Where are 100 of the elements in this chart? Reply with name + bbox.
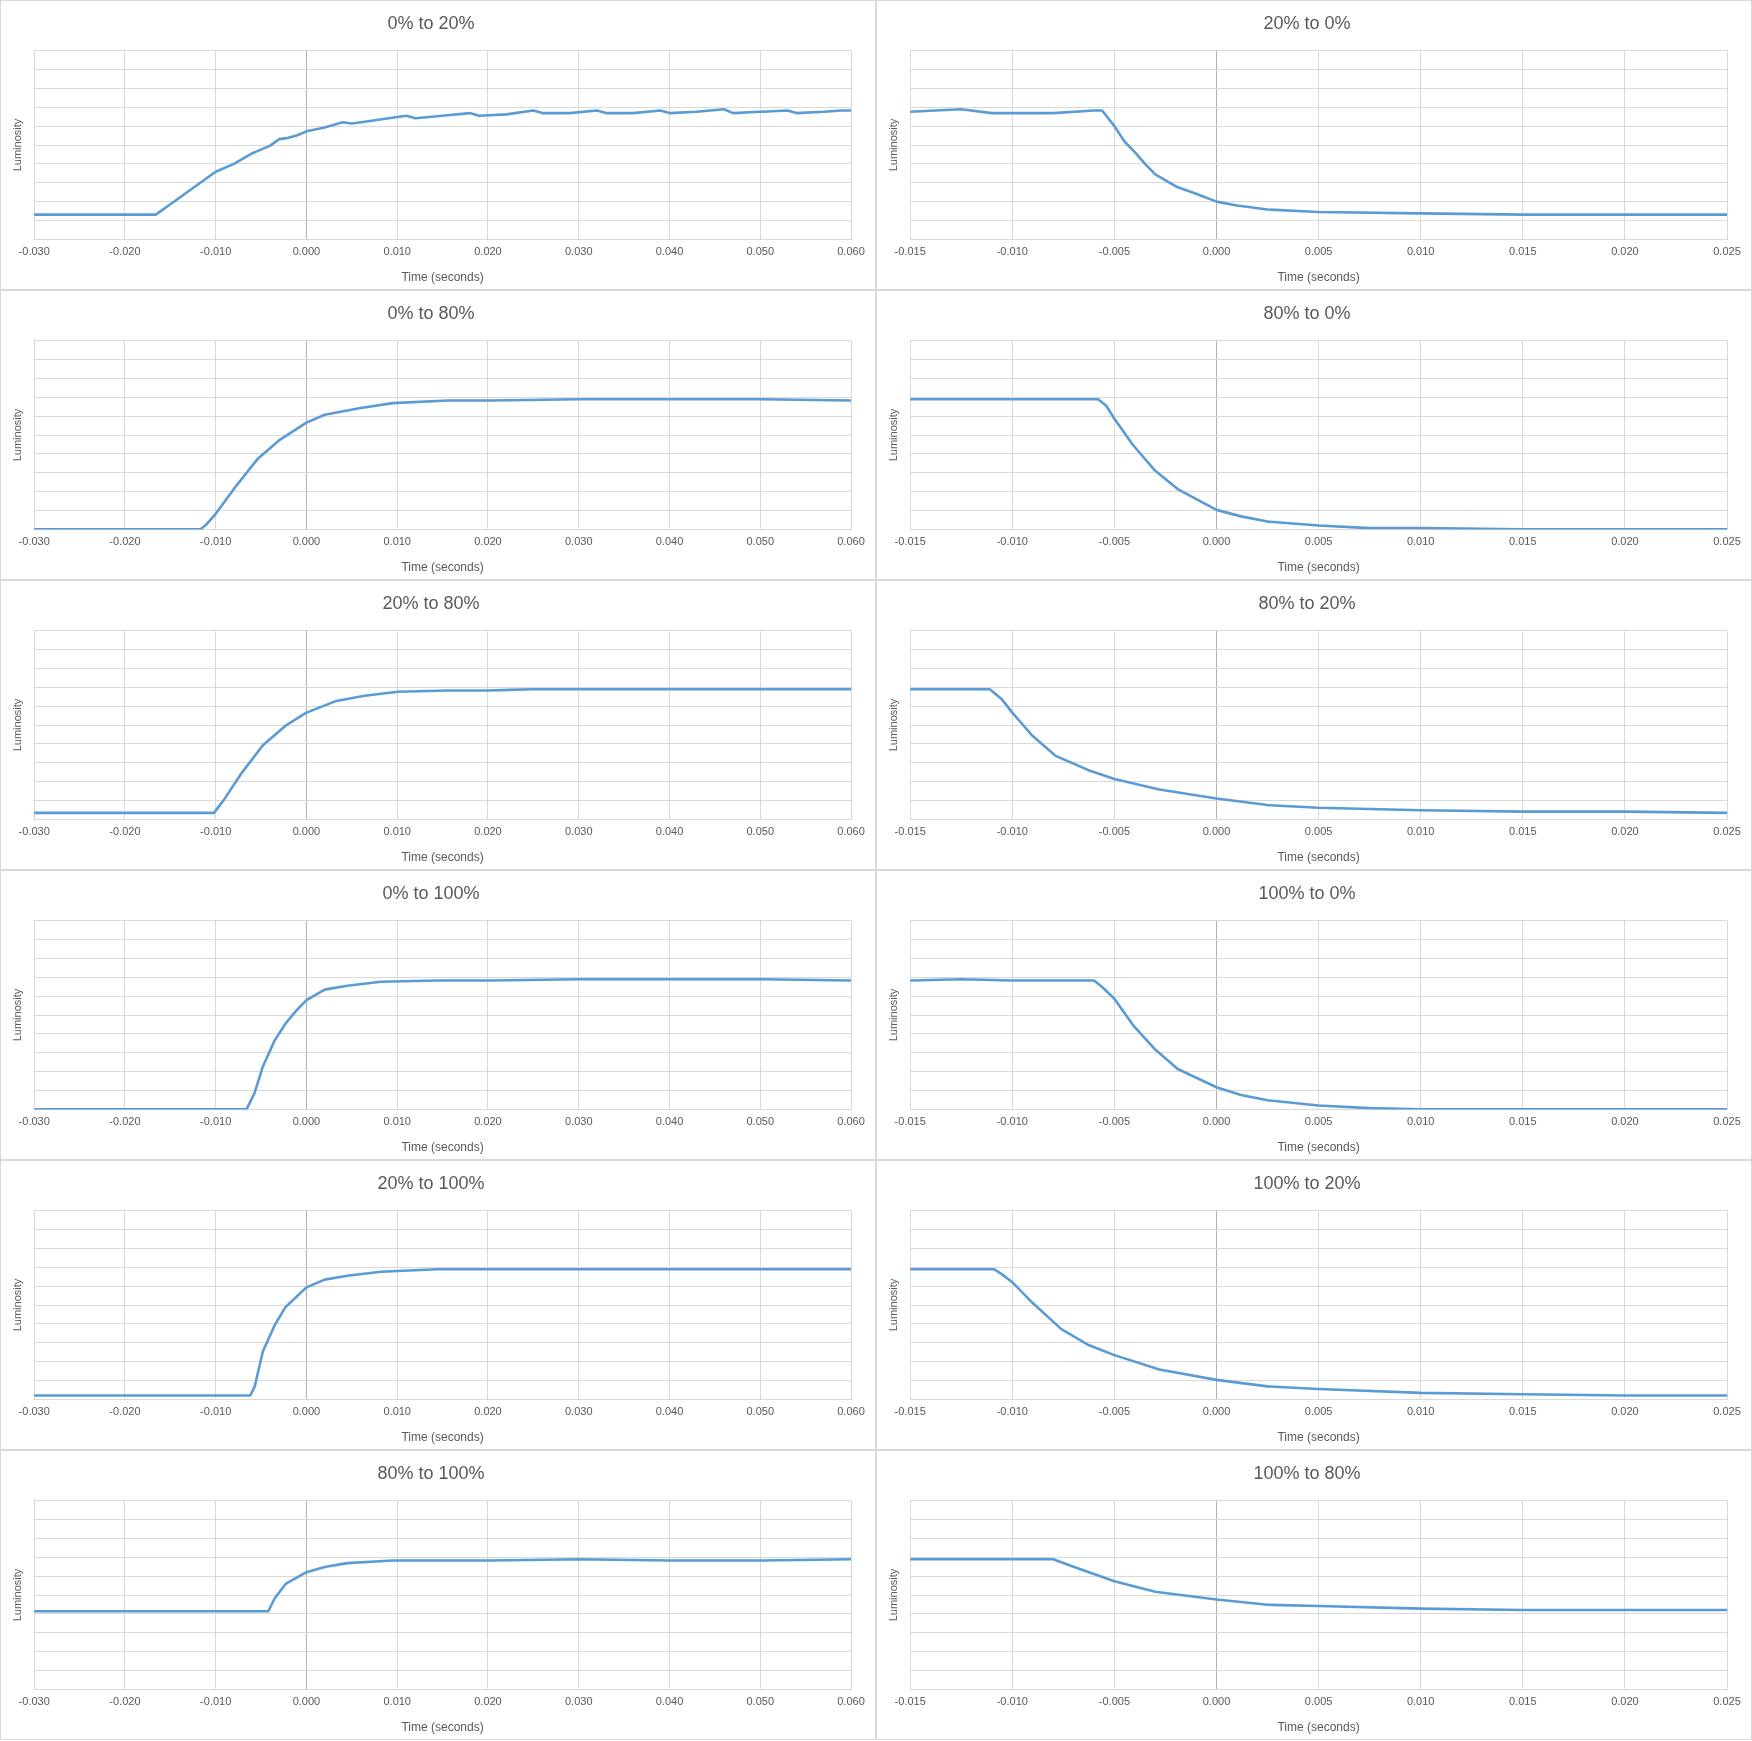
x-axis-title: Time (seconds) — [401, 850, 484, 865]
x-tick-label: 0.020 — [474, 1405, 502, 1418]
x-tick-label: 0.040 — [655, 1115, 684, 1128]
x-tick-label: 0.040 — [655, 825, 684, 838]
x-tick-label: -0.030 — [18, 1405, 50, 1418]
x-tick-label: 0.030 — [564, 535, 593, 548]
x-tick-label: 0.020 — [474, 1115, 502, 1128]
chart-title: 80% to 0% — [1263, 302, 1351, 323]
y-axis-title: Luminosity — [886, 1278, 899, 1332]
x-tick-label: 0.005 — [1304, 825, 1333, 838]
x-tick-label: -0.005 — [1098, 1405, 1130, 1418]
x-tick-label: 0.010 — [1406, 245, 1435, 258]
x-tick-label: -0.005 — [1098, 825, 1130, 838]
x-tick-label: 0.025 — [1713, 1405, 1741, 1418]
x-tick-label: 0.000 — [292, 535, 321, 548]
y-axis-title: Luminosity — [10, 118, 23, 172]
x-tick-label: -0.030 — [18, 535, 50, 548]
x-tick-label: -0.015 — [894, 825, 926, 838]
x-tick-label: -0.020 — [109, 245, 141, 258]
x-axis-title: Time (seconds) — [401, 1430, 484, 1445]
x-tick-label: 0.020 — [474, 245, 502, 258]
x-tick-label: -0.030 — [18, 1115, 50, 1128]
x-tick-label: 0.000 — [1202, 1695, 1231, 1708]
x-tick-label: 0.040 — [655, 1405, 684, 1418]
x-tick-label: 0.000 — [292, 1695, 321, 1708]
x-tick-label: 0.020 — [474, 535, 502, 548]
x-tick-label: 0.000 — [292, 245, 321, 258]
chart-title: 80% to 20% — [1258, 592, 1356, 613]
x-tick-label: 0.020 — [1611, 1405, 1639, 1418]
x-tick-label: 0.000 — [1202, 1405, 1231, 1418]
x-tick-label: 0.050 — [746, 1695, 775, 1708]
x-tick-label: -0.010 — [996, 1405, 1028, 1418]
x-tick-label: 0.030 — [564, 825, 593, 838]
y-axis-title: Luminosity — [886, 698, 899, 752]
x-tick-label: 0.015 — [1509, 825, 1537, 838]
x-tick-label: 0.030 — [564, 245, 593, 258]
x-tick-label: 0.010 — [1406, 535, 1435, 548]
x-axis-title: Time (seconds) — [401, 560, 484, 575]
x-tick-label: 0.015 — [1509, 535, 1537, 548]
y-axis-title: Luminosity — [10, 1278, 23, 1332]
x-tick-label: 0.025 — [1713, 1695, 1741, 1708]
x-tick-label: -0.010 — [996, 245, 1028, 258]
x-axis-title: Time (seconds) — [1277, 1140, 1360, 1155]
x-tick-label: -0.010 — [200, 535, 232, 548]
x-tick-label: 0.025 — [1713, 535, 1741, 548]
x-tick-label: 0.060 — [837, 1405, 865, 1418]
chart-title: 100% to 80% — [1253, 1462, 1361, 1483]
x-tick-label: -0.015 — [894, 1405, 926, 1418]
y-axis-title: Luminosity — [10, 988, 23, 1042]
x-tick-label: 0.000 — [292, 825, 321, 838]
x-tick-label: 0.015 — [1509, 245, 1537, 258]
x-tick-label: 0.020 — [1611, 825, 1639, 838]
x-tick-label: 0.010 — [1406, 1115, 1435, 1128]
x-tick-label: 0.060 — [837, 825, 865, 838]
x-tick-label: 0.050 — [746, 1405, 775, 1418]
x-tick-label: 0.030 — [564, 1115, 593, 1128]
x-tick-label: 0.025 — [1713, 1115, 1741, 1128]
x-tick-label: -0.015 — [894, 245, 926, 258]
x-tick-label: 0.020 — [1611, 535, 1639, 548]
x-tick-label: 0.010 — [383, 1115, 411, 1128]
x-tick-label: 0.025 — [1713, 825, 1741, 838]
x-tick-label: 0.005 — [1304, 245, 1333, 258]
x-tick-label: 0.020 — [474, 1695, 502, 1708]
x-axis-title: Time (seconds) — [401, 1720, 484, 1735]
x-tick-label: 0.020 — [1611, 1115, 1639, 1128]
x-tick-label: 0.040 — [655, 245, 684, 258]
x-axis-title: Time (seconds) — [401, 1140, 484, 1155]
x-tick-label: -0.015 — [894, 1115, 926, 1128]
x-tick-label: 0.000 — [292, 1115, 321, 1128]
x-tick-label: -0.030 — [18, 1695, 50, 1708]
x-tick-label: 0.000 — [292, 1405, 321, 1418]
x-tick-label: 0.050 — [746, 825, 775, 838]
x-tick-label: 0.020 — [474, 825, 502, 838]
x-tick-label: 0.020 — [1611, 1695, 1639, 1708]
x-tick-label: -0.015 — [894, 1695, 926, 1708]
x-tick-label: -0.030 — [18, 245, 50, 258]
x-tick-label: -0.020 — [109, 825, 141, 838]
x-tick-label: -0.020 — [109, 1695, 141, 1708]
x-tick-label: 0.040 — [655, 1695, 684, 1708]
x-tick-label: 0.000 — [1202, 535, 1231, 548]
y-axis-title: Luminosity — [10, 698, 23, 752]
x-tick-label: -0.030 — [18, 825, 50, 838]
x-tick-label: -0.010 — [200, 1695, 232, 1708]
x-axis-title: Time (seconds) — [1277, 560, 1360, 575]
y-axis-title: Luminosity — [886, 118, 899, 172]
x-tick-label: -0.010 — [200, 1405, 232, 1418]
x-axis-title: Time (seconds) — [401, 270, 484, 285]
chart-title: 0% to 20% — [387, 12, 475, 33]
x-tick-label: 0.030 — [564, 1405, 593, 1418]
chart-title: 20% to 100% — [377, 1172, 485, 1193]
x-tick-label: -0.020 — [109, 1405, 141, 1418]
x-tick-label: 0.010 — [383, 1695, 411, 1708]
x-tick-label: 0.015 — [1509, 1695, 1537, 1708]
chart-title: 20% to 80% — [382, 592, 480, 613]
x-tick-label: -0.010 — [996, 535, 1028, 548]
x-tick-label: 0.050 — [746, 245, 775, 258]
y-axis-title: Luminosity — [886, 988, 899, 1042]
x-tick-label: 0.010 — [1406, 825, 1435, 838]
x-tick-label: 0.060 — [837, 245, 865, 258]
x-tick-label: 0.025 — [1713, 245, 1741, 258]
